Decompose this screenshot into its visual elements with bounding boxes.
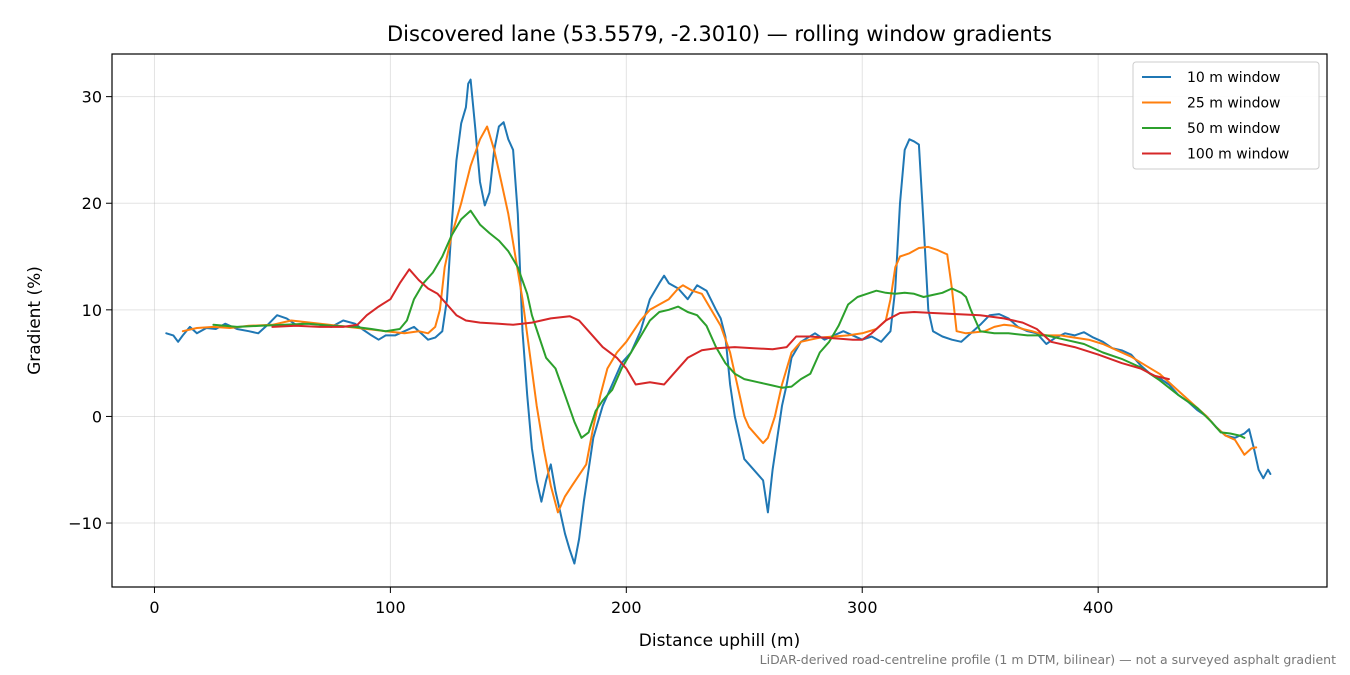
y-tick-label: 30 [82,88,102,107]
legend-box [1132,61,1320,170]
plot-frame [111,53,1328,588]
y-tick-label: 10 [82,301,102,320]
y-tick-label: −10 [68,514,102,533]
x-axis-label: Distance uphill (m) [639,631,800,651]
series-line-3 [212,209,1246,439]
grid-lines [112,54,1327,587]
series-line-4 [271,268,1170,386]
axis-ticks: 0 100 200 300 400 −10 0 10 20 30 [68,88,1113,617]
legend-label-2: 25 m window [1187,96,1280,112]
series-line-1 [165,78,1272,565]
chart-title: Discovered lane (53.5579, -2.3010) — rol… [387,22,1052,46]
x-tick-label: 200 [611,598,642,617]
legend-label-1: 10 m window [1187,70,1280,86]
legend: 10 m window 25 m window 50 m window 100 m w… [1132,61,1320,170]
x-tick-label: 300 [847,598,878,617]
x-tick-label: 0 [149,598,159,617]
x-tick-label: 100 [375,598,406,617]
series-layer [165,78,1272,565]
legend-label-4: 100 m window [1187,147,1289,163]
x-tick-label: 400 [1083,598,1114,617]
legend-label-3: 50 m window [1187,121,1280,137]
y-axis-label: Gradient (%) [25,266,45,375]
chart-caption: LiDAR-derived road-centreline profile (1… [760,652,1336,667]
y-tick-label: 20 [82,194,102,213]
y-tick-label: 0 [92,407,102,426]
